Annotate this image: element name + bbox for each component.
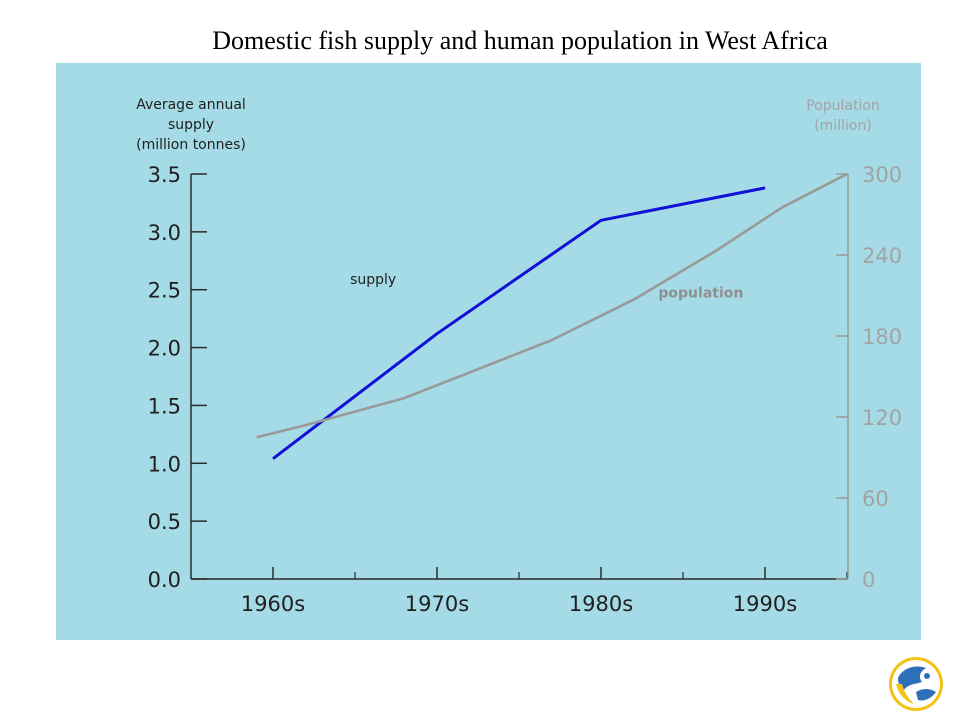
x-tick-label: 1980s: [569, 592, 633, 616]
right-tick-label: 240: [862, 244, 902, 268]
series-line-supply: [272, 186, 766, 460]
right-axis-label-line: (million): [814, 118, 872, 134]
fish-globe-logo-icon: [889, 657, 943, 711]
left-axis-label-line: supply: [168, 117, 214, 133]
left-tick-label: 0.5: [148, 510, 181, 534]
series-label-supply: supply: [350, 272, 396, 288]
right-tick-label: 60: [862, 487, 889, 511]
left-axis-label-line: Average annual: [136, 97, 246, 113]
left-tick-label: 1.5: [148, 394, 181, 418]
chart-background: [56, 63, 921, 640]
right-tick-label: 120: [862, 406, 902, 430]
left-tick-label: 2.5: [148, 279, 181, 303]
left-axis-label: Average annual supply (million tonnes): [136, 97, 246, 153]
right-tick-label: 180: [862, 325, 902, 349]
left-tick-label: 2.0: [148, 337, 181, 361]
left-tick-label: 0.0: [148, 568, 181, 592]
right-axis-label-line: Population: [806, 98, 880, 114]
right-tick-label: 0: [862, 568, 875, 592]
left-tick-label: 3.0: [148, 221, 181, 245]
x-tick-label: 1990s: [733, 592, 797, 616]
slide-title: Domestic fish supply and human populatio…: [212, 26, 828, 55]
series-lines: [256, 172, 848, 460]
axes: 0.0 0.5 1.0 1.5 2.0 2.5 3.0 3.5 1960s 1970s 1980s 1…: [148, 163, 903, 616]
left-axis-label-line: (million tonnes): [136, 137, 246, 153]
right-tick-label: 300: [862, 163, 902, 187]
x-tick-label: 1970s: [405, 592, 469, 616]
left-tick-label: 3.5: [148, 163, 181, 187]
chart-panel: Average annual supply (million tonnes) Pop…: [56, 63, 921, 640]
right-axis-label: Population (million): [806, 98, 880, 134]
x-tick-label: 1960s: [241, 592, 305, 616]
left-tick-label: 1.0: [148, 452, 181, 476]
series-label-population: population: [658, 285, 743, 301]
series-labels: supply population: [350, 272, 743, 301]
